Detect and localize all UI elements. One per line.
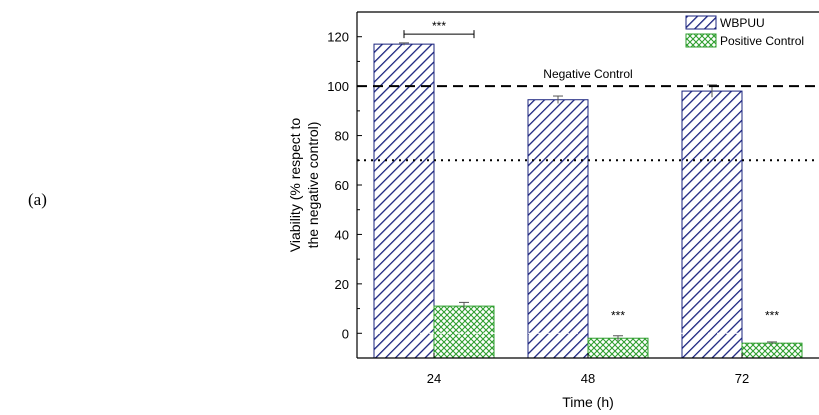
bar-wbpuu-24 xyxy=(373,43,435,359)
y-tick-label: 40 xyxy=(335,227,349,242)
y-tick-label: 100 xyxy=(327,79,349,94)
bar-positive-control-72 xyxy=(741,342,803,359)
x-tick-label: 48 xyxy=(581,371,595,386)
y-tick-label: 0 xyxy=(342,326,349,341)
y-tick-label: 20 xyxy=(335,277,349,292)
significance-label: *** xyxy=(611,308,625,322)
legend-label-positive-control: Positive Control xyxy=(720,34,804,48)
bar-positive-control-48 xyxy=(587,337,649,359)
y-axis-title: Viability (% respect to the negative cont… xyxy=(287,118,321,253)
axes: 0 20 40 60 80 100 120 24 48 72 Time (h) Viability (… xyxy=(287,11,819,410)
bar-wbpuu-48 xyxy=(527,99,589,359)
significance-label: *** xyxy=(765,308,779,322)
x-tick-label: 24 xyxy=(427,371,441,386)
legend: WBPUU Positive Control xyxy=(685,15,804,48)
reference-line-label: Negative Control xyxy=(543,67,632,81)
x-tick-label: 72 xyxy=(735,371,749,386)
y-tick-label: 80 xyxy=(335,129,349,144)
panel-label: (a) xyxy=(28,190,47,209)
x-axis-title: Time (h) xyxy=(562,394,614,410)
plot-area: Negative Control *** *** *** xyxy=(357,19,819,359)
legend-label-wbpuu: WBPUU xyxy=(720,16,765,30)
y-axis-title-line: the negative control) xyxy=(305,122,321,249)
significance-label: *** xyxy=(432,19,446,33)
y-tick-label: 60 xyxy=(335,178,349,193)
y-tick-label: 120 xyxy=(327,30,349,45)
legend-swatch-wbpuu xyxy=(685,15,717,30)
legend-swatch-positive-control xyxy=(685,33,717,48)
bar-wbpuu-72 xyxy=(681,90,743,359)
y-axis-title-line: Viability (% respect to xyxy=(287,118,303,253)
bar-positive-control-24 xyxy=(433,305,495,359)
